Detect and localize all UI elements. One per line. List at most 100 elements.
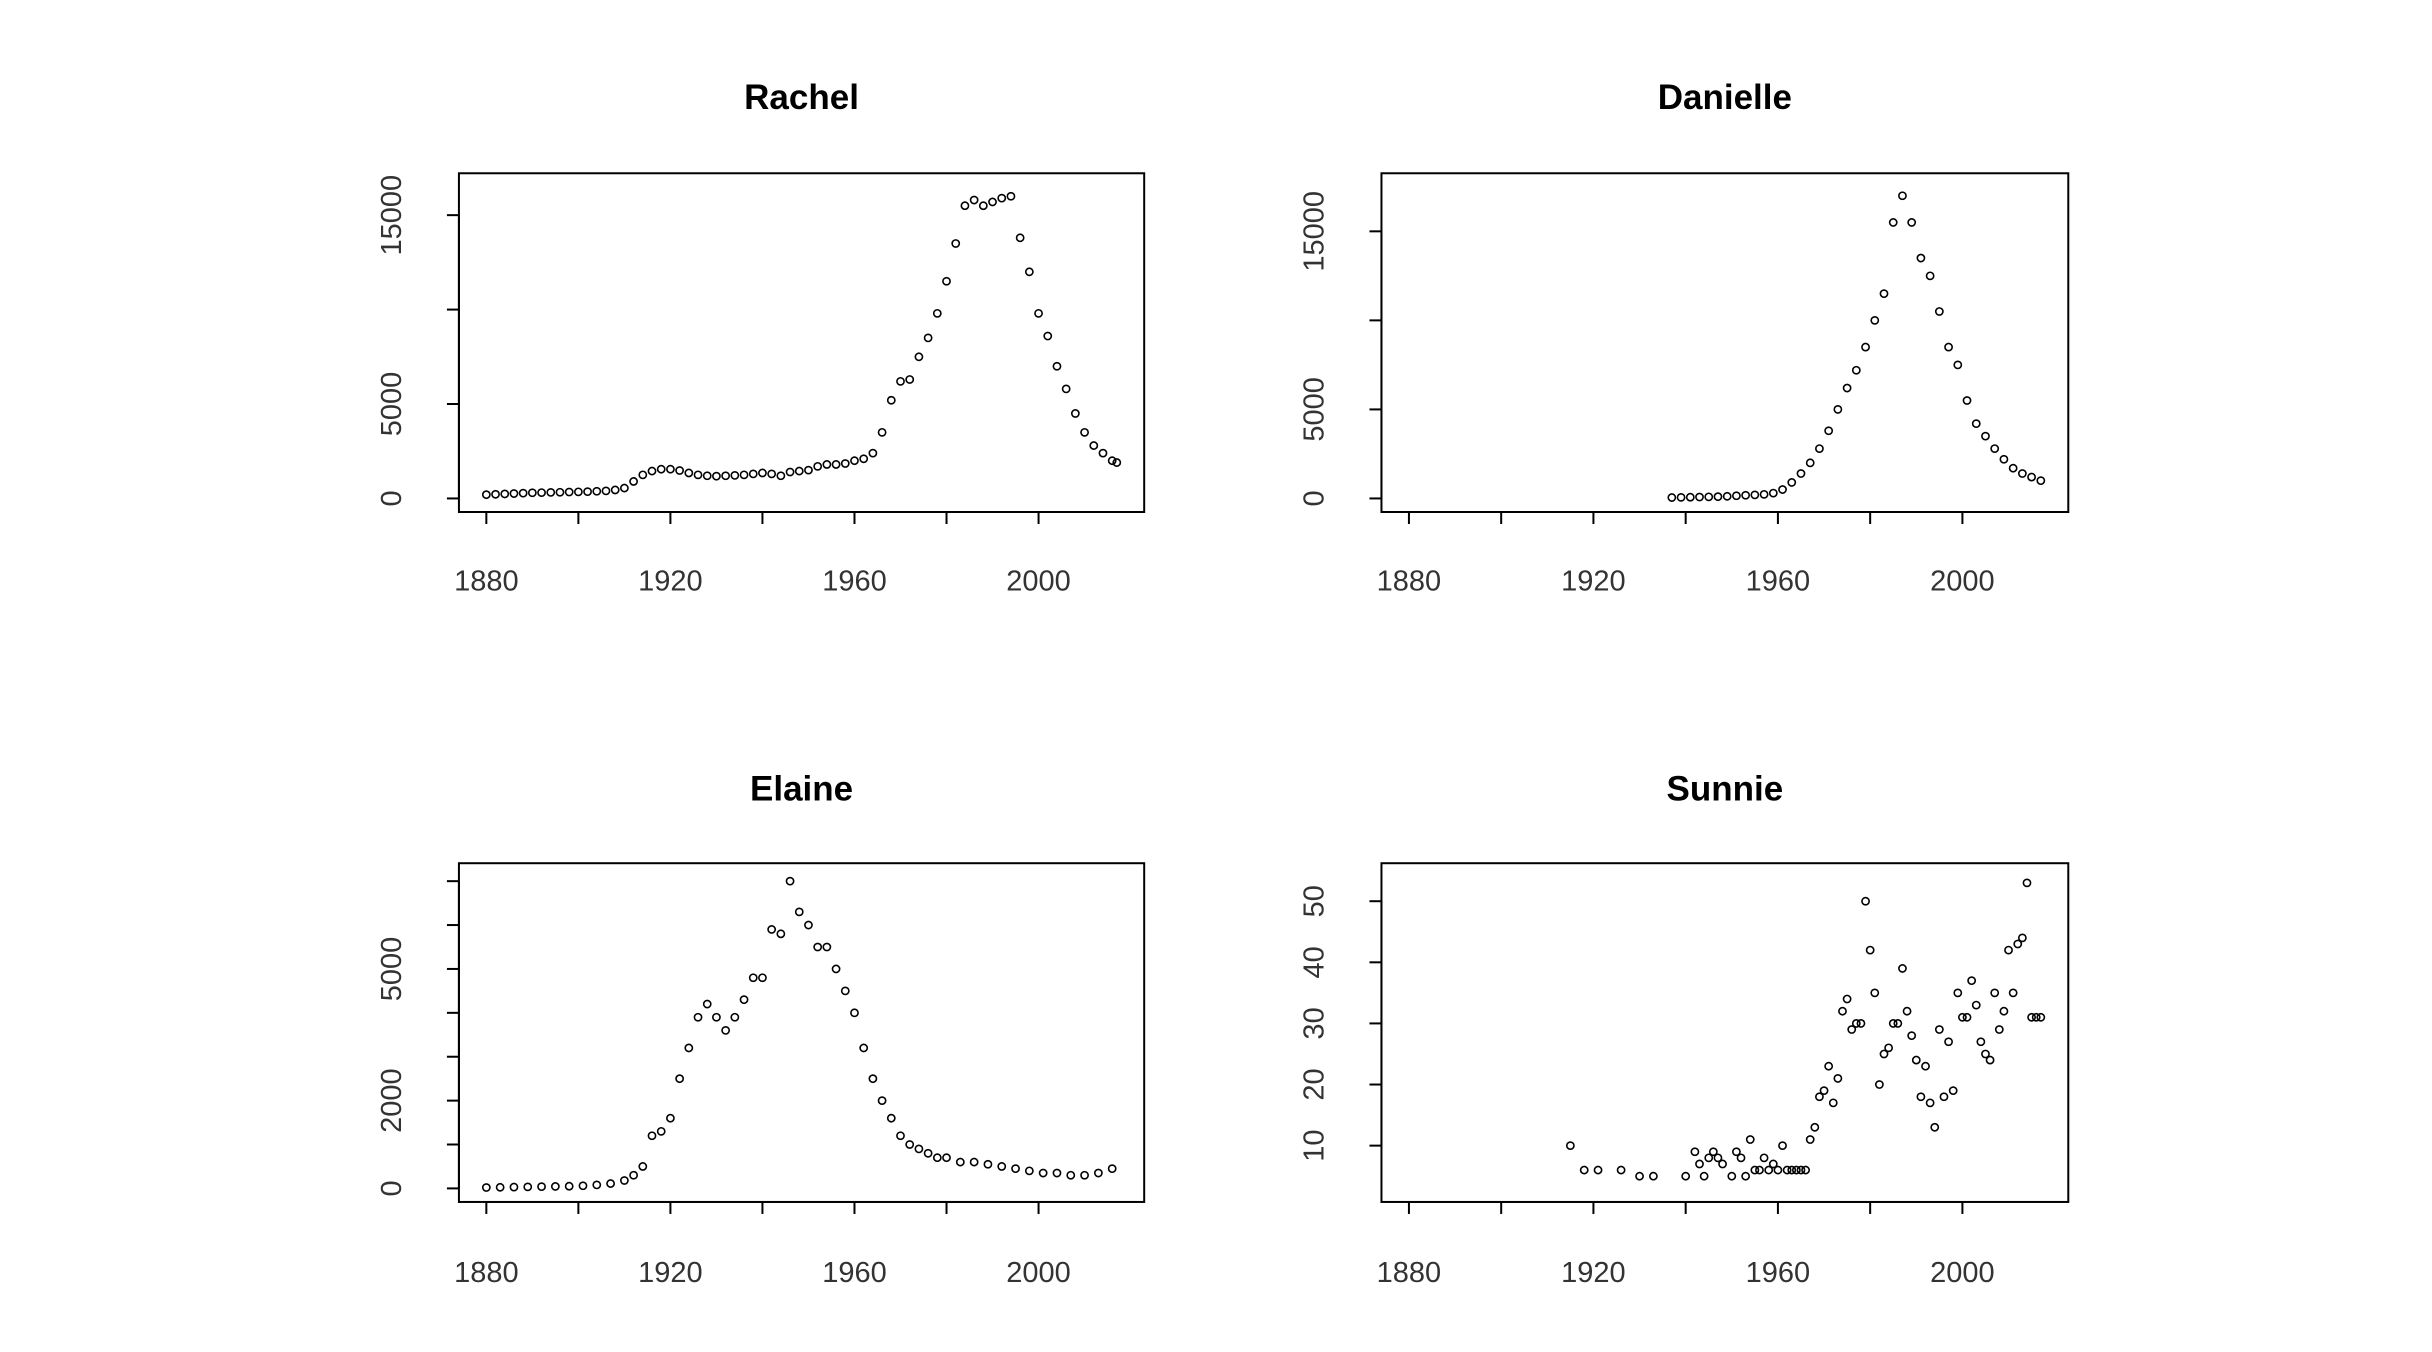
data-point — [1911, 1055, 1921, 1065]
data-point — [518, 488, 528, 498]
data-point — [666, 464, 675, 474]
data-point — [509, 489, 519, 498]
data-point — [1884, 1043, 1894, 1053]
data-point — [1089, 441, 1099, 450]
data-point — [712, 1012, 721, 1022]
data-point — [748, 973, 758, 983]
data-point — [1791, 1165, 1801, 1175]
data-point — [794, 907, 804, 917]
data-point — [1768, 1159, 1778, 1169]
data-point — [1061, 384, 1071, 394]
x-tick-label: 1920 — [1561, 566, 1626, 598]
data-point — [932, 1153, 942, 1163]
data-point — [601, 486, 611, 496]
data-point — [1810, 1122, 1820, 1132]
data-point — [1732, 491, 1741, 501]
data-point — [951, 239, 961, 248]
data-point — [656, 1126, 666, 1136]
data-point — [840, 459, 850, 468]
data-point — [2027, 472, 2036, 482]
data-point — [1801, 1165, 1810, 1175]
y-axis: 0 5000 15000 — [1299, 191, 1383, 507]
data-point — [840, 986, 850, 996]
y-tick-label: 2000 — [376, 1068, 408, 1133]
data-point — [804, 465, 813, 475]
data-point — [1962, 396, 1972, 405]
data-point — [896, 376, 905, 386]
data-point — [748, 469, 758, 479]
data-point — [1944, 1037, 1953, 1047]
data-point — [1948, 1086, 1958, 1096]
data-point — [850, 1008, 859, 1018]
data-point — [1635, 1171, 1644, 1181]
data-point — [675, 466, 685, 475]
data-point — [1107, 456, 1117, 466]
data-point — [1865, 945, 1875, 955]
data-point — [656, 464, 666, 474]
data-point — [1985, 1055, 1995, 1065]
data-point — [1722, 491, 1732, 501]
data-point — [1043, 331, 1053, 341]
data-point — [1713, 492, 1723, 502]
data-point — [955, 1157, 965, 1167]
data-point — [1925, 1098, 1935, 1108]
data-point — [794, 466, 804, 476]
data-point — [730, 471, 740, 480]
data-point — [886, 395, 896, 405]
data-point — [1944, 342, 1953, 352]
data-point — [702, 999, 712, 1009]
data-point — [2008, 988, 2018, 998]
y-tick-label: 40 — [1299, 946, 1331, 978]
data-point — [1856, 1019, 1866, 1028]
data-point — [1971, 1000, 1981, 1010]
data-point — [758, 973, 767, 983]
chart-title: Danielle — [1658, 78, 1792, 117]
x-tick-label: 1960 — [1746, 566, 1811, 598]
data-point — [1888, 1019, 1898, 1028]
data-point — [1667, 493, 1677, 502]
data-point — [1870, 315, 1880, 325]
data-point — [1773, 1165, 1783, 1175]
data-point — [859, 1043, 869, 1053]
data-point — [1833, 1074, 1843, 1083]
data-point — [923, 1148, 933, 1158]
data-point — [702, 471, 712, 481]
data-point — [693, 470, 703, 480]
x-axis: 1880 1920 1960 2000 — [1377, 511, 1995, 598]
data-point — [1838, 1006, 1847, 1016]
data-point — [1828, 1098, 1838, 1108]
data-point — [1907, 218, 1917, 227]
data-point — [1953, 360, 1963, 370]
data-point — [1736, 1153, 1746, 1163]
data-point — [776, 471, 786, 481]
data-point — [859, 454, 869, 464]
data-point — [1990, 988, 2000, 998]
data-point — [647, 1131, 657, 1141]
data-point — [1833, 405, 1843, 414]
data-point — [1990, 444, 2000, 453]
data-point — [712, 471, 721, 481]
data-point — [776, 929, 786, 939]
data-point — [1921, 1061, 1930, 1071]
data-points — [1667, 191, 2046, 502]
data-point — [491, 489, 500, 499]
plot-frame — [1380, 172, 2070, 514]
data-point — [813, 461, 823, 471]
data-point — [1741, 490, 1751, 500]
data-point — [785, 876, 795, 886]
data-point — [1902, 1006, 1912, 1016]
data-point — [1704, 492, 1714, 502]
data-point — [1815, 1092, 1824, 1102]
data-point — [2036, 476, 2046, 486]
x-tick-label: 1960 — [1746, 1257, 1811, 1289]
data-point — [932, 308, 942, 318]
data-point — [1898, 964, 1907, 973]
data-point — [1958, 1012, 1967, 1022]
data-point — [960, 201, 970, 211]
data-point — [537, 1182, 546, 1192]
data-point — [1851, 365, 1861, 375]
data-point — [969, 195, 979, 205]
data-point — [1718, 1159, 1727, 1169]
data-point — [1778, 485, 1787, 494]
x-tick-label: 2000 — [1930, 1257, 1995, 1289]
